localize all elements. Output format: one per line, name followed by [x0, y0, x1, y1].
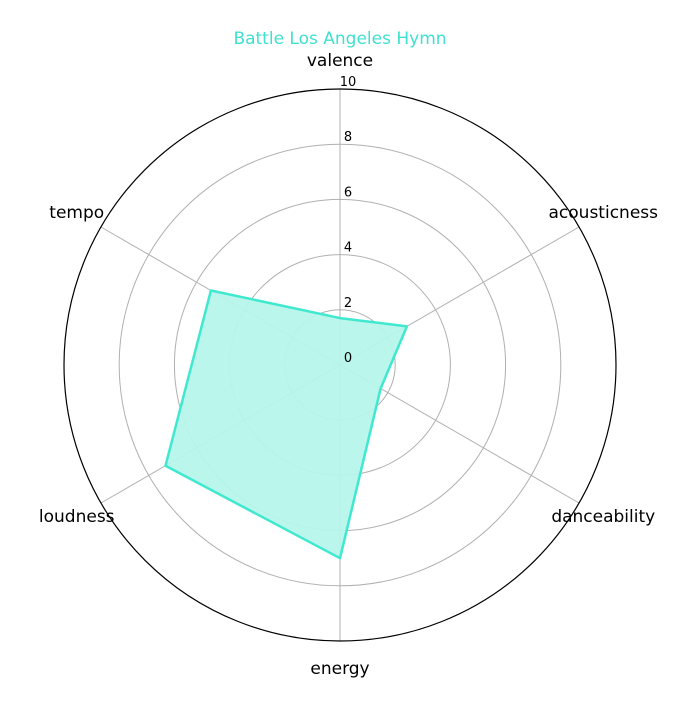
- tick-label: 10: [340, 75, 357, 90]
- chart-title: Battle Los Angeles Hymn: [233, 29, 446, 49]
- outer-ring: [63, 88, 617, 642]
- tick-label: 0: [344, 351, 352, 366]
- series-layer: [164, 289, 409, 560]
- axis-label-tempo: tempo: [49, 203, 104, 223]
- axis-label-energy: energy: [310, 659, 369, 679]
- tick-label: 2: [344, 296, 352, 311]
- axis-labels: valence acousticness danceability energy lou…: [39, 51, 658, 679]
- tick-labels: 0 2 4 6 8 10: [340, 75, 357, 366]
- tick-label: 8: [344, 130, 352, 145]
- series-area: [165, 290, 407, 559]
- axis-label-acousticness: acousticness: [549, 203, 659, 223]
- tick-label: 4: [344, 241, 352, 256]
- axis-label-danceability: danceability: [551, 507, 655, 527]
- axis-label-loudness: loudness: [39, 507, 115, 527]
- tick-label: 6: [344, 185, 352, 200]
- axis-label-valence: valence: [307, 51, 373, 71]
